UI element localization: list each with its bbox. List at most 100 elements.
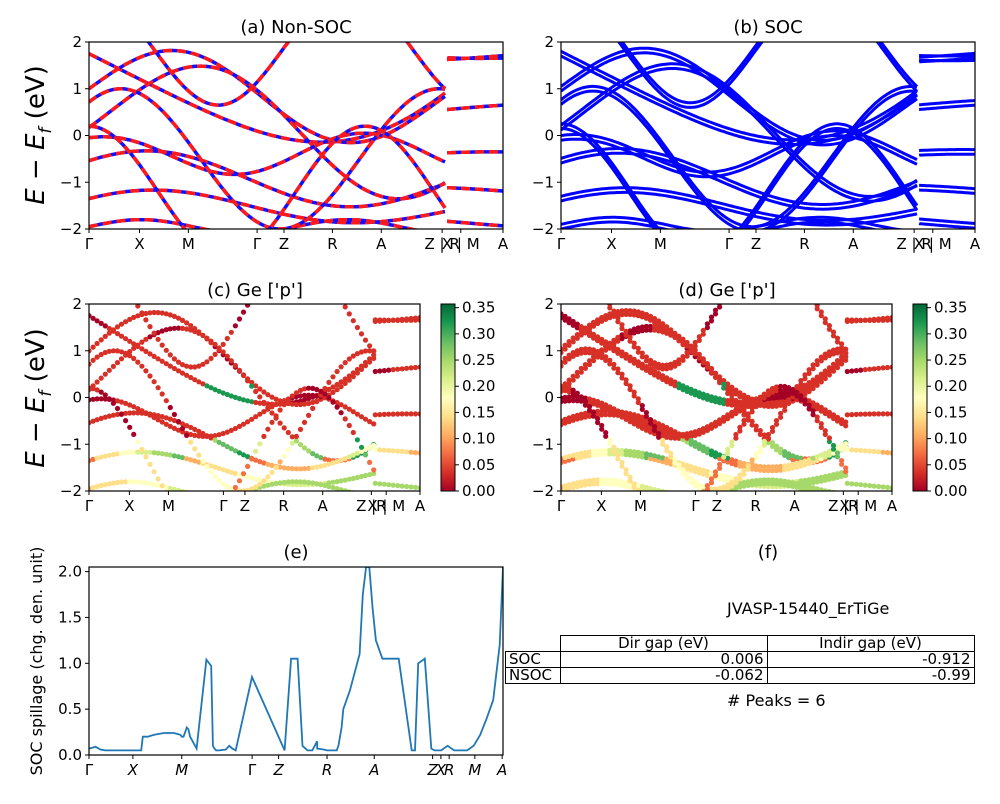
band-line-soc (561, 89, 918, 229)
projected-point (733, 431, 739, 438)
band-line-soc (561, 151, 918, 211)
projected-point (220, 430, 226, 437)
projected-point (578, 398, 584, 404)
band-line-soc (561, 186, 918, 222)
y-tick-label: 1 (544, 342, 554, 360)
projected-point (623, 452, 629, 458)
projected-point (127, 424, 133, 430)
projected-point (386, 367, 392, 373)
projected-point (342, 380, 348, 386)
projected-point (582, 414, 589, 420)
band-line-nsoc-dashed (447, 219, 503, 228)
projected-point (818, 379, 824, 385)
projected-point (163, 398, 169, 404)
projected-point (334, 486, 340, 491)
projected-point (281, 453, 287, 459)
x-tick-label: A (415, 497, 426, 515)
projected-point (676, 357, 682, 363)
projected-point (346, 311, 352, 317)
projected-point (297, 393, 304, 399)
projected-point (590, 413, 597, 419)
y-tick-label: 1.5 (58, 608, 82, 626)
projected-point (639, 418, 645, 424)
projected-point (826, 323, 833, 329)
projected-point (362, 348, 369, 354)
projected-point (826, 368, 833, 374)
projected-point (570, 350, 576, 356)
projected-point (761, 467, 767, 474)
projected-point (826, 489, 832, 491)
projected-point (322, 395, 328, 401)
projected-point (245, 487, 251, 491)
projected-point (773, 418, 780, 424)
projected-point (240, 421, 247, 427)
projected-point (599, 318, 605, 324)
projected-point (94, 387, 100, 393)
projected-point (110, 363, 116, 369)
projected-point (322, 456, 328, 462)
projected-point (822, 407, 828, 413)
projected-point (306, 392, 312, 398)
projected-point (688, 434, 694, 440)
projected-point (749, 409, 755, 415)
projected-point (737, 408, 743, 414)
band-line-nsoc (89, 188, 446, 225)
projected-point (708, 448, 715, 454)
projected-point (330, 384, 336, 390)
projected-point (595, 398, 601, 405)
projected-point (700, 360, 706, 366)
projected-point (668, 365, 674, 371)
projected-point (737, 404, 743, 410)
projected-point (561, 359, 564, 365)
projected-point (664, 330, 670, 336)
projected-point (562, 313, 568, 319)
x-tick-label: Γ (219, 497, 228, 515)
projected-point (834, 445, 841, 451)
projected-point (94, 396, 100, 402)
projected-point (623, 483, 629, 489)
projected-point (277, 399, 283, 406)
title-c: (c) Ge ['p'] (207, 280, 303, 301)
projected-point (342, 376, 348, 382)
projected-point (372, 412, 378, 418)
projected-point (664, 366, 670, 372)
projected-point (668, 427, 674, 433)
projected-point (582, 453, 589, 459)
projected-point (615, 350, 621, 356)
projected-point (245, 454, 251, 460)
projected-point (858, 447, 864, 454)
projected-point (623, 328, 629, 334)
projected-point (408, 411, 414, 417)
projected-point (159, 391, 165, 397)
projected-point (228, 329, 234, 335)
projected-point (696, 485, 702, 491)
projected-point (578, 479, 584, 485)
projected-point (159, 342, 165, 348)
projected-point (826, 413, 833, 419)
projected-point (330, 374, 336, 380)
projected-point (570, 456, 576, 462)
y-tick-label: 2 (544, 295, 554, 313)
projected-point (163, 451, 169, 457)
projected-point (249, 475, 255, 481)
projected-point (844, 447, 850, 453)
projected-point (167, 416, 173, 422)
projected-point (118, 399, 125, 405)
projected-point (212, 437, 218, 443)
projected-point (810, 377, 816, 383)
projected-point (660, 441, 666, 447)
projected-point (822, 410, 828, 417)
projected-point (562, 458, 568, 464)
projected-point (257, 477, 263, 483)
projected-point (330, 484, 336, 491)
projected-point (171, 325, 177, 331)
projected-point (188, 424, 194, 430)
projected-point (834, 339, 841, 345)
projected-point (253, 414, 259, 420)
projected-point (680, 387, 686, 393)
projected-point (733, 407, 739, 413)
projected-point (786, 388, 792, 394)
projected-point (135, 313, 141, 319)
projected-point (729, 475, 735, 481)
projected-point (700, 426, 706, 432)
